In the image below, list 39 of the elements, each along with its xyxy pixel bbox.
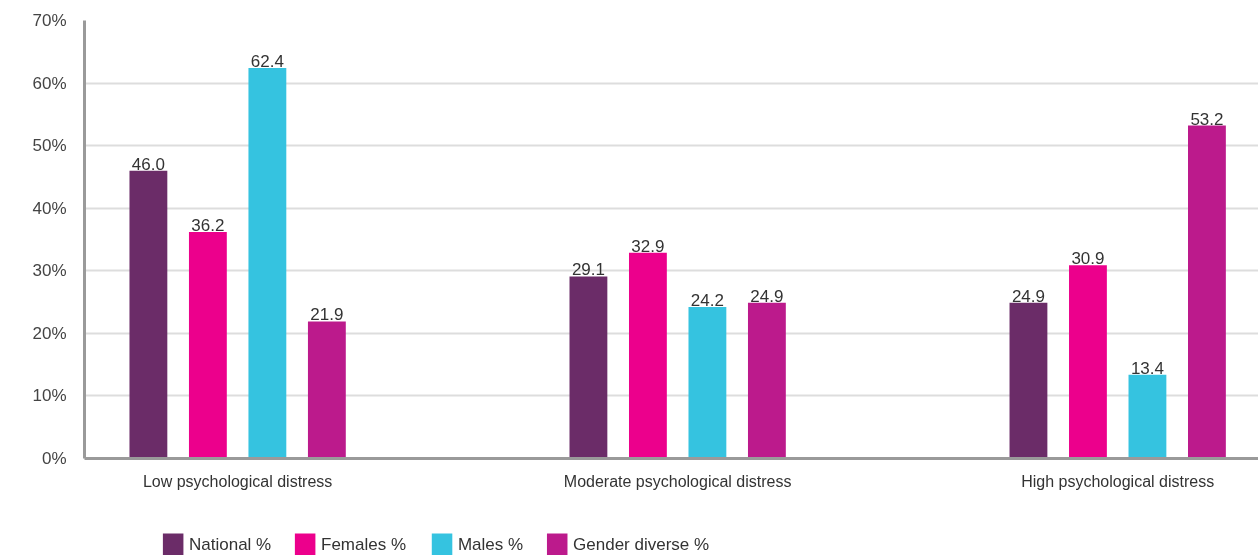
bar — [1128, 374, 1167, 459]
data-label: 13.4 — [1130, 358, 1164, 378]
data-label: 24.2 — [690, 291, 724, 311]
bar — [248, 68, 287, 459]
data-label: 36.2 — [191, 215, 225, 235]
data-label: 24.9 — [750, 286, 784, 306]
legend-label: National % — [189, 535, 272, 554]
bar — [688, 307, 727, 459]
x-tick-label: High psychological distress — [1021, 472, 1215, 490]
data-label: 46.0 — [131, 154, 165, 174]
data-label: 32.9 — [631, 236, 665, 256]
bar — [628, 252, 667, 459]
data-label: 62.4 — [250, 52, 284, 72]
data-label: 30.9 — [1071, 249, 1105, 269]
data-label: 24.9 — [1011, 286, 1045, 306]
y-tick-label: 0% — [41, 449, 67, 468]
bar — [188, 231, 227, 459]
bar — [1188, 125, 1226, 459]
x-tick-label: Low psychological distress — [142, 472, 333, 490]
legend-label: Females % — [321, 535, 407, 554]
bar — [1069, 265, 1107, 459]
y-tick-label: 60% — [32, 73, 67, 93]
legend-label: Males % — [457, 535, 524, 554]
bar — [1009, 302, 1048, 459]
data-label: 21.9 — [310, 305, 344, 325]
bar — [307, 321, 346, 459]
y-tick-label: 30% — [32, 261, 67, 281]
bar — [747, 302, 786, 459]
data-label: 53.2 — [1190, 109, 1224, 129]
y-tick-label: 70% — [32, 11, 67, 30]
y-tick-label: 40% — [32, 198, 67, 218]
bar — [129, 170, 168, 459]
legend-label: Gender diverse % — [573, 535, 710, 554]
y-tick-label: 20% — [32, 323, 67, 343]
x-tick-label: Moderate psychological distress — [563, 472, 792, 490]
bar — [569, 276, 608, 459]
y-tick-label: 50% — [32, 136, 67, 156]
data-label: 29.1 — [571, 260, 605, 280]
y-tick-label: 10% — [32, 386, 67, 406]
